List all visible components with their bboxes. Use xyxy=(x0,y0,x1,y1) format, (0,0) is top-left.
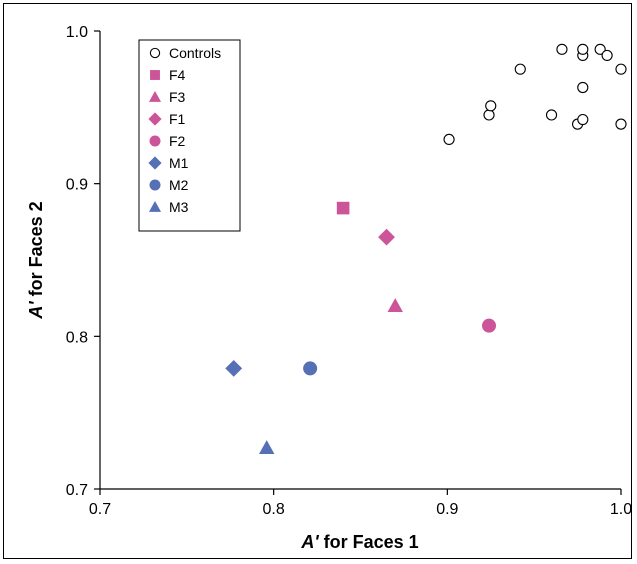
data-point-controls xyxy=(577,113,589,126)
legend-label-m2: M2 xyxy=(169,177,189,193)
y-axis-title-prefix: A' xyxy=(26,301,46,320)
data-point-f4 xyxy=(336,201,350,215)
legend-marker-controls xyxy=(149,47,161,59)
data-point-controls xyxy=(545,109,558,121)
y-tick-label: 0.9 xyxy=(66,177,88,194)
legend-marker-f2 xyxy=(149,135,161,147)
data-point-controls xyxy=(577,43,589,55)
x-tick-label: 0.7 xyxy=(89,501,111,518)
x-axis-title-rest: for Faces 1 xyxy=(319,532,419,552)
data-point-controls xyxy=(577,81,589,94)
data-points xyxy=(225,43,627,454)
data-point-controls xyxy=(615,118,627,130)
data-point-f3 xyxy=(387,298,403,312)
legend-label-f4: F4 xyxy=(169,67,186,83)
legend-box xyxy=(138,39,241,232)
x-axis-title: A' for Faces 1 xyxy=(300,532,418,552)
y-tick-label: 1.0 xyxy=(66,24,88,41)
legend-label-controls: Controls xyxy=(169,45,221,61)
legend: Controls F4 F3 F1 F2 M1 M2 M3 xyxy=(138,39,241,232)
legend-marker-f1 xyxy=(148,112,162,126)
y-tick-label: 0.7 xyxy=(66,482,88,499)
legend-label-f3: F3 xyxy=(169,89,186,105)
data-point-controls xyxy=(556,43,568,55)
legend-marker-f3 xyxy=(148,90,162,102)
legend-marker-f4 xyxy=(150,70,160,80)
axes xyxy=(99,31,621,490)
y-tick-label: 0.8 xyxy=(66,329,88,346)
y-axis-title: A' for Faces 2 xyxy=(26,201,46,319)
legend-marker-m2 xyxy=(149,179,161,191)
x-tick-label: 1.0 xyxy=(610,501,632,518)
x-tick-label: 0.8 xyxy=(263,501,285,518)
data-point-f1 xyxy=(378,228,395,246)
data-point-controls xyxy=(615,63,627,75)
data-point-m1 xyxy=(225,359,243,377)
data-point-m3 xyxy=(259,440,275,454)
data-point-f2 xyxy=(482,318,497,333)
data-point-controls xyxy=(443,133,455,145)
chart-frame xyxy=(3,3,632,559)
x-axis-title-prefix: A' xyxy=(300,532,319,552)
data-point-controls xyxy=(514,63,526,75)
y-axis-title-rest: for Faces 2 xyxy=(26,201,46,301)
legend-marker-m1 xyxy=(148,156,162,170)
x-tick-label: 0.9 xyxy=(436,501,458,518)
legend-label-m3: M3 xyxy=(169,199,189,215)
data-point-m2 xyxy=(303,361,318,376)
data-point-controls xyxy=(485,100,497,112)
legend-marker-m3 xyxy=(148,200,162,212)
legend-label-f1: F1 xyxy=(169,111,186,127)
legend-label-m1: M1 xyxy=(169,155,189,171)
data-point-controls xyxy=(483,109,495,121)
ticks: 0.7 0.8 0.9 1.0 0.7 0.8 0.9 1.0 xyxy=(66,24,632,518)
data-point-controls xyxy=(594,43,606,55)
legend-label-f2: F2 xyxy=(169,133,186,149)
data-point-controls xyxy=(601,49,613,62)
